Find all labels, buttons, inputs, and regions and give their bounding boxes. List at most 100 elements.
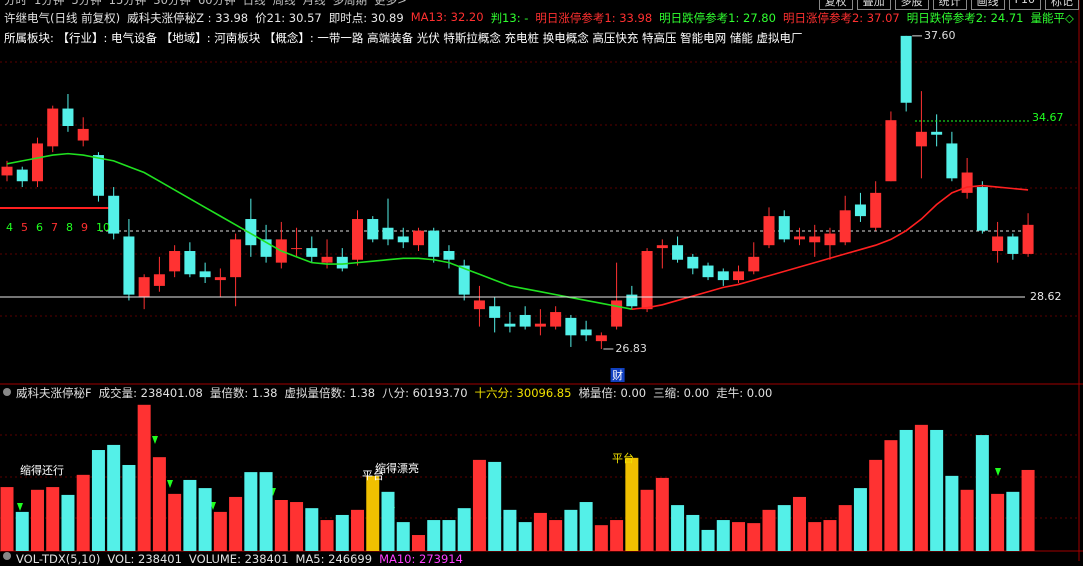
candle-body xyxy=(169,251,181,272)
volume-bar xyxy=(61,494,75,551)
volume-bar xyxy=(762,509,776,551)
sectors: 所属板块: 【行业】: 电气设备 【地域】: 河南板块 【概念】: 一带一路 高… xyxy=(4,31,803,45)
candle-body xyxy=(473,300,485,310)
volume-bar xyxy=(396,522,410,551)
indicator: 威科夫涨停秘Z : 33.98 xyxy=(127,11,249,25)
volume-indicator: 虚拟量倍数: 1.38 xyxy=(284,386,376,400)
volume-bar xyxy=(198,488,212,551)
volume-bar xyxy=(381,491,395,551)
tool-button[interactable]: 标记 xyxy=(1045,0,1079,10)
volume-bar xyxy=(930,429,944,551)
candle-body xyxy=(412,230,424,246)
volume-bar xyxy=(290,502,304,551)
candle-body xyxy=(611,300,623,327)
volume-bar xyxy=(1006,491,1020,551)
volume-bar xyxy=(533,512,547,551)
footer-indicator: VOLUME: 238401 xyxy=(188,552,289,566)
candle-body xyxy=(793,236,805,240)
volume-bar xyxy=(869,459,883,551)
candle-body xyxy=(123,236,135,295)
candle-body xyxy=(565,317,577,336)
volume-bar xyxy=(701,529,715,551)
tool-button[interactable]: 叠加 xyxy=(856,0,891,10)
candle-body xyxy=(31,143,43,182)
period-tab[interactable]: 1分钟 xyxy=(34,0,65,7)
period-tab[interactable]: 15分钟 xyxy=(108,0,147,7)
candle-body xyxy=(382,227,394,240)
candle-body xyxy=(230,239,242,278)
candle-body xyxy=(976,187,988,231)
volume-bar xyxy=(137,404,151,551)
indicator-row: 许继电气(日线 前复权) 威科夫涨停秘Z : 33.98 价21: 30.57 即时… xyxy=(4,10,1074,26)
period-tab[interactable]: 分时 xyxy=(4,0,27,7)
footer-indicator: VOL: 238401 xyxy=(107,552,182,566)
tool-button[interactable]: 多股 xyxy=(894,0,929,10)
candle-body xyxy=(824,233,836,246)
tool-buttons: 复权叠加多股统计画线F10 标记 xyxy=(818,0,1079,10)
volume-bar xyxy=(960,489,974,551)
sequence-label: 4 xyxy=(6,221,13,234)
candle-body xyxy=(626,294,638,307)
volume-bar xyxy=(320,520,334,551)
moving-average xyxy=(631,184,1029,310)
candle-body xyxy=(77,128,89,141)
candle-body xyxy=(763,216,775,246)
volume-bar xyxy=(122,464,136,551)
pane-icon[interactable] xyxy=(3,552,11,560)
volume-bar xyxy=(183,479,197,551)
tool-button[interactable]: F10 xyxy=(1008,0,1041,10)
candle-body xyxy=(352,219,364,260)
indicator: 即时点: 30.89 xyxy=(328,11,404,25)
sequence-label: 10 xyxy=(96,221,110,234)
volume-bar xyxy=(30,489,44,551)
volume-bar xyxy=(884,440,898,551)
volume-bar xyxy=(305,508,319,551)
volume-bar xyxy=(472,459,486,551)
period-tab[interactable]: 更多> xyxy=(374,0,407,7)
candle-body xyxy=(62,108,74,126)
volume-indicator: 成交量: 238401.08 xyxy=(98,386,203,400)
volume-bar xyxy=(610,520,624,551)
pane-icon[interactable] xyxy=(3,388,11,396)
period-tab[interactable]: 多周期 xyxy=(332,0,368,7)
candle-body xyxy=(1,166,13,176)
candle-body xyxy=(291,248,303,250)
volume-bar xyxy=(46,487,60,551)
candle-body xyxy=(672,245,684,260)
volume-indicator: 梯量倍: 0.00 xyxy=(578,386,647,400)
price-label: 28.62 xyxy=(1030,290,1062,303)
tool-button[interactable]: 复权 xyxy=(818,0,853,10)
volume-bar xyxy=(0,487,14,551)
period-tab[interactable]: 月线 xyxy=(302,0,326,7)
candle-body xyxy=(336,256,348,269)
volume-bar xyxy=(838,505,852,551)
candle-body xyxy=(504,323,516,327)
volume-bar xyxy=(168,493,182,551)
candle-body xyxy=(870,192,882,228)
candle-body xyxy=(321,256,333,263)
candle-body xyxy=(931,131,943,135)
sequence-label: 5 xyxy=(21,221,28,234)
footer-indicator: VOL-TDX(5,10) xyxy=(16,552,101,566)
volume-indicator: 十六分: 30096.85 xyxy=(474,386,572,400)
candle-body xyxy=(839,210,851,243)
candle-body xyxy=(443,251,455,260)
period-tab[interactable]: 5分钟 xyxy=(71,0,102,7)
volume-bar xyxy=(792,496,806,551)
volume-bar xyxy=(625,457,639,551)
volume-indicator: 八分: 60193.70 xyxy=(382,386,468,400)
stock-name: 许继电气(日线 前复权) xyxy=(4,11,121,25)
tool-button[interactable]: 统计 xyxy=(932,0,967,10)
volume-bar xyxy=(366,475,380,551)
volume-bar xyxy=(76,474,90,551)
candle-body xyxy=(778,216,790,240)
period-tab[interactable]: 30分钟 xyxy=(153,0,191,7)
volume-bar xyxy=(503,509,517,551)
period-tab[interactable]: 日线 xyxy=(242,0,266,7)
period-tab[interactable]: 60分钟 xyxy=(197,0,236,7)
volume-bar xyxy=(747,523,761,551)
period-tab[interactable]: 周线 xyxy=(272,0,296,7)
tool-button[interactable]: 画线 xyxy=(970,0,1005,10)
